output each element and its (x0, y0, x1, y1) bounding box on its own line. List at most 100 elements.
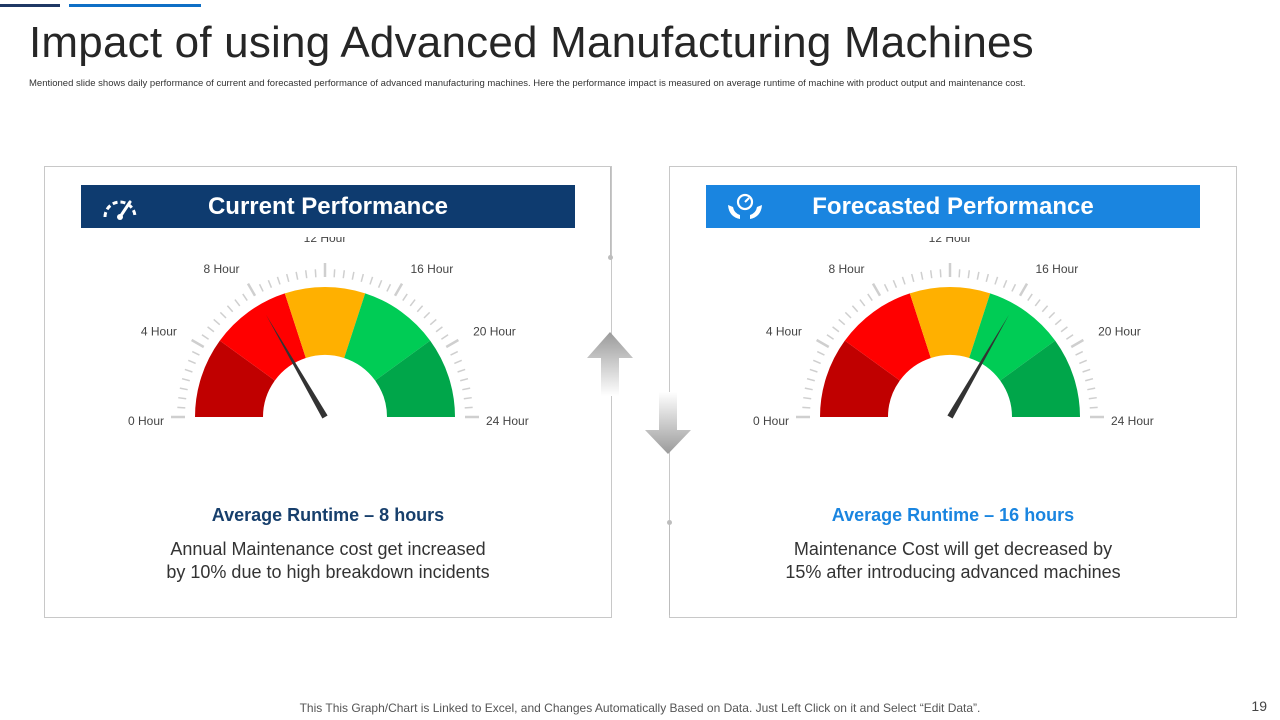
current-desc-line1: Annual Maintenance cost get increased (170, 539, 486, 559)
gauge-scale-label: 0 Hour (128, 414, 164, 428)
gauge-tick (1075, 350, 1084, 356)
gauge-tick (226, 305, 234, 313)
gauge-tick (295, 271, 299, 280)
gauge-tick (939, 269, 942, 278)
gauge-tick (462, 387, 471, 391)
gauge-scale-label: 12 Hour (929, 237, 972, 245)
page-title: Impact of using Advanced Manufacturing M… (29, 18, 1034, 67)
gauge-needle (947, 314, 1009, 419)
gauge-tick (429, 318, 437, 326)
current-runtime: Average Runtime – 8 hours (211, 505, 445, 525)
gauge-segment (1000, 340, 1080, 417)
gauge-tick (859, 299, 866, 307)
gauge-tick (360, 273, 365, 282)
gauge-tick (191, 350, 200, 356)
gauge-tick (440, 334, 449, 340)
gauge-in-hands-icon (728, 193, 762, 219)
down-arrow-icon (645, 392, 691, 454)
gauge-tick (994, 276, 999, 285)
gauge-tick (445, 338, 459, 349)
gauge-tick (234, 299, 241, 307)
connector-dot-left (608, 255, 613, 260)
gauge-scale-label: 8 Hour (203, 262, 239, 276)
current-description: Annual Maintenance cost get increased by… (45, 538, 611, 584)
gauge-tick (1048, 311, 1056, 319)
gauge-tick (450, 350, 459, 356)
gauge-tick (1079, 359, 1088, 365)
gauge-tick (423, 311, 431, 319)
gauge-segment (844, 293, 931, 381)
gauge-tick (838, 318, 846, 326)
gauge-tick (454, 359, 463, 365)
gauge-tick (285, 273, 290, 282)
current-performance-title: Current Performance (207, 193, 449, 220)
gauge-tick (369, 276, 374, 285)
forecasted-desc-line2: 15% after introducing advanced machines (785, 562, 1121, 582)
gauge-tick (892, 279, 898, 288)
current-gauge-chart: 0 Hour 4 Hour 8 Hour 12 Hour 16 Hour 20 Hour 2… (128, 237, 529, 428)
gauge-tick (333, 269, 336, 278)
gauge-tick (1087, 387, 1096, 391)
gauge-tick (191, 338, 205, 349)
gauge-tick (867, 293, 873, 302)
gauge-scale-label: 20 Hour (473, 325, 516, 339)
gauge-tick (803, 396, 812, 400)
gauge-tick (1034, 299, 1041, 307)
gauge-tick (1089, 406, 1098, 409)
forecasted-desc-line1: Maintenance Cost will get decreased by (793, 539, 1113, 559)
gauge-segment (820, 340, 900, 417)
gauge-tick (184, 368, 193, 373)
accent-bar-light (69, 4, 201, 7)
gauge-tick (910, 273, 915, 282)
gauge-tick (1088, 396, 1097, 400)
gauge-tick (435, 326, 443, 333)
current-performance-banner: Current Performance (81, 185, 575, 228)
gauge-tick (967, 270, 971, 279)
gauge-scale-label: 8 Hour (828, 262, 864, 276)
gauge-tick (386, 283, 392, 292)
gauge-tick (304, 270, 308, 279)
gauge-scale-label: 12 Hour (304, 237, 347, 245)
gauge-tick (460, 377, 469, 382)
page-subtitle: Mentioned slide shows daily performance … (29, 78, 1026, 89)
gauge-tick (178, 396, 187, 400)
gauge-tick (393, 283, 404, 297)
page-number: 19 (1251, 698, 1267, 714)
gauge-tick (832, 326, 840, 333)
gauge-tick (809, 368, 818, 373)
gauge-segment (195, 340, 275, 417)
forecasted-performance-panel: Forecasted Performance 0 Hour 4 Hour 8 Hou… (669, 166, 1237, 618)
gauge-tick (806, 377, 815, 382)
gauge-tick (1060, 326, 1068, 333)
gauge-scale-label: 16 Hour (1036, 262, 1079, 276)
gauge-tick (276, 276, 281, 285)
gauge-scale-label: 4 Hour (141, 325, 177, 339)
connector-line-left (610, 167, 611, 258)
gauge-tick (816, 350, 825, 356)
gauge-needle (266, 314, 328, 419)
gauge-scale-label: 4 Hour (766, 325, 802, 339)
forecasted-performance-title: Forecasted Performance (812, 193, 1094, 220)
gauge-segment (219, 293, 306, 381)
gauge-tick (179, 387, 188, 391)
gauge-scale-label: 24 Hour (486, 414, 529, 428)
up-arrow-icon (587, 332, 633, 396)
gauge-tick (1041, 305, 1049, 313)
current-performance-panel: Current Performance 0 Hour 4 Hour 8 Hour 12… (44, 166, 612, 618)
gauge-tick (187, 359, 196, 365)
gauge-tick (901, 276, 906, 285)
gauge-tick (258, 283, 264, 292)
gauge-tick (851, 305, 859, 313)
gauge-tick (976, 271, 980, 280)
gauge-tick (816, 338, 830, 349)
gauge-scale-label: 24 Hour (1111, 414, 1154, 428)
gauge-tick (242, 293, 248, 302)
gauge-scale-label: 0 Hour (753, 414, 789, 428)
gauge-tick (1027, 293, 1033, 302)
speedometer-icon (103, 200, 137, 220)
gauge-tick (314, 269, 317, 278)
gauge-tick (181, 377, 190, 382)
gauge-tick (1070, 338, 1084, 349)
gauge-segment (969, 293, 1056, 381)
forecasted-performance-banner: Forecasted Performance (706, 185, 1200, 228)
